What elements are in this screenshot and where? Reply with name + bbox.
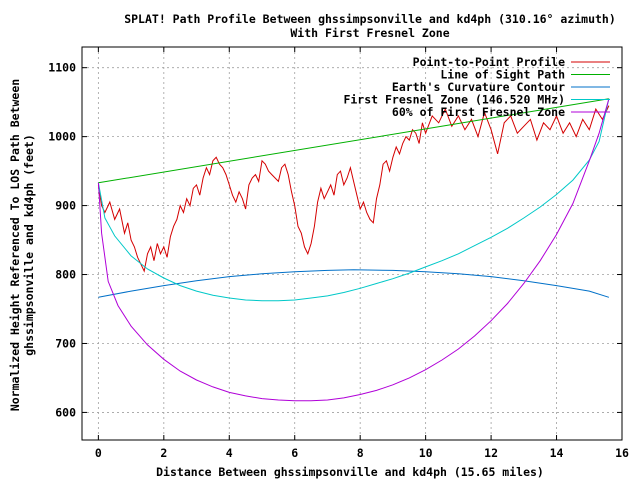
legend-label-point-to-point-profile: Point-to-Point Profile <box>413 55 565 69</box>
series-point-to-point-profile <box>97 105 610 273</box>
plot-frame <box>81 46 623 441</box>
x-tick-label: 10 <box>419 446 433 460</box>
y-tick-label: 1000 <box>48 130 76 144</box>
chart-subtitle: With First Fresnel Zone <box>290 26 449 40</box>
series-line-of-sight-path <box>98 98 609 184</box>
series-earth-s-curvature-contour <box>98 269 610 298</box>
legend-label-first-fresnel-zone-146-520-mhz: First Fresnel Zone (146.520 MHz) <box>343 93 565 107</box>
y-tick-label: 800 <box>55 268 76 282</box>
x-tick-label: 14 <box>550 446 564 460</box>
x-tick-label: 16 <box>615 446 629 460</box>
y-axis-label-line-2: ghssimpsonville and kd4ph (feet) <box>22 134 36 356</box>
x-tick-label: 2 <box>160 446 167 460</box>
x-tick-label: 4 <box>226 446 233 460</box>
y-tick-label: 900 <box>55 199 76 213</box>
plot-lines <box>97 98 610 402</box>
y-tick-label: 1100 <box>48 61 76 75</box>
series-60-of-first-fresnel-zone <box>97 98 610 402</box>
chart-title: SPLAT! Path Profile Between ghssimpsonvi… <box>124 12 616 26</box>
legend-label-60-of-first-fresnel-zone: 60% of First Fresnel Zone <box>392 105 565 119</box>
x-axis-label: Distance Between ghssimpsonville and kd4… <box>156 465 544 479</box>
legend-label-line-of-sight-path: Line of Sight Path <box>440 68 565 82</box>
x-tick-label: 0 <box>95 446 102 460</box>
y-axis-label: Normalized Height Referenced To LOS Path… <box>8 79 36 411</box>
y-axis-label-line-1: Normalized Height Referenced To LOS Path… <box>8 79 22 411</box>
x-tick-label: 6 <box>291 446 298 460</box>
x-tick-label: 12 <box>484 446 498 460</box>
legend-label-earth-s-curvature-contour: Earth's Curvature Contour <box>392 80 565 94</box>
y-tick-label: 700 <box>55 336 76 350</box>
x-tick-label: 8 <box>357 446 364 460</box>
axis-ticks: 0 2 4 6 8 10 12 14 16 600 700 800 900 1000 1100 <box>48 47 629 460</box>
series-first-fresnel-zone-146-520-mhz <box>97 98 610 302</box>
y-tick-label: 600 <box>55 405 76 419</box>
